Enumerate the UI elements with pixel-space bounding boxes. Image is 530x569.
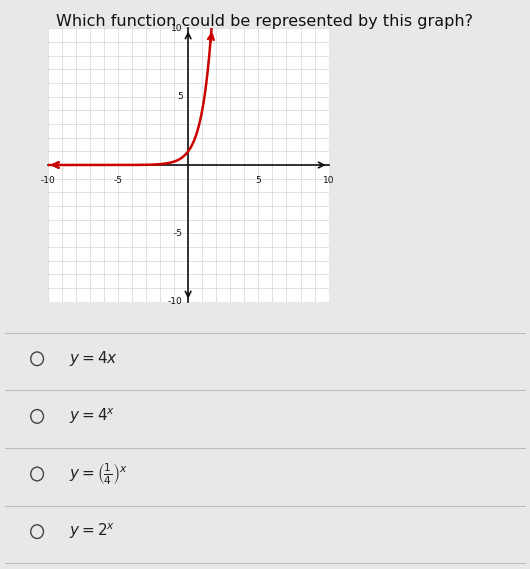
Text: 5: 5 — [177, 92, 182, 101]
Text: -10: -10 — [40, 176, 55, 185]
Text: $y = 2^{x}$: $y = 2^{x}$ — [69, 522, 115, 542]
Text: -5: -5 — [113, 176, 122, 185]
Text: Which function could be represented by this graph?: Which function could be represented by t… — [57, 14, 473, 29]
Text: 10: 10 — [171, 24, 182, 33]
Text: $y = 4^{x}$: $y = 4^{x}$ — [69, 407, 115, 426]
Text: 5: 5 — [255, 176, 261, 185]
Text: $y = \left(\frac{1}{4}\right)^{x}$: $y = \left(\frac{1}{4}\right)^{x}$ — [69, 461, 128, 487]
Text: -10: -10 — [168, 297, 182, 306]
Text: -5: -5 — [173, 229, 182, 238]
Text: $y = 4x$: $y = 4x$ — [69, 349, 118, 368]
Text: 10: 10 — [323, 176, 334, 185]
